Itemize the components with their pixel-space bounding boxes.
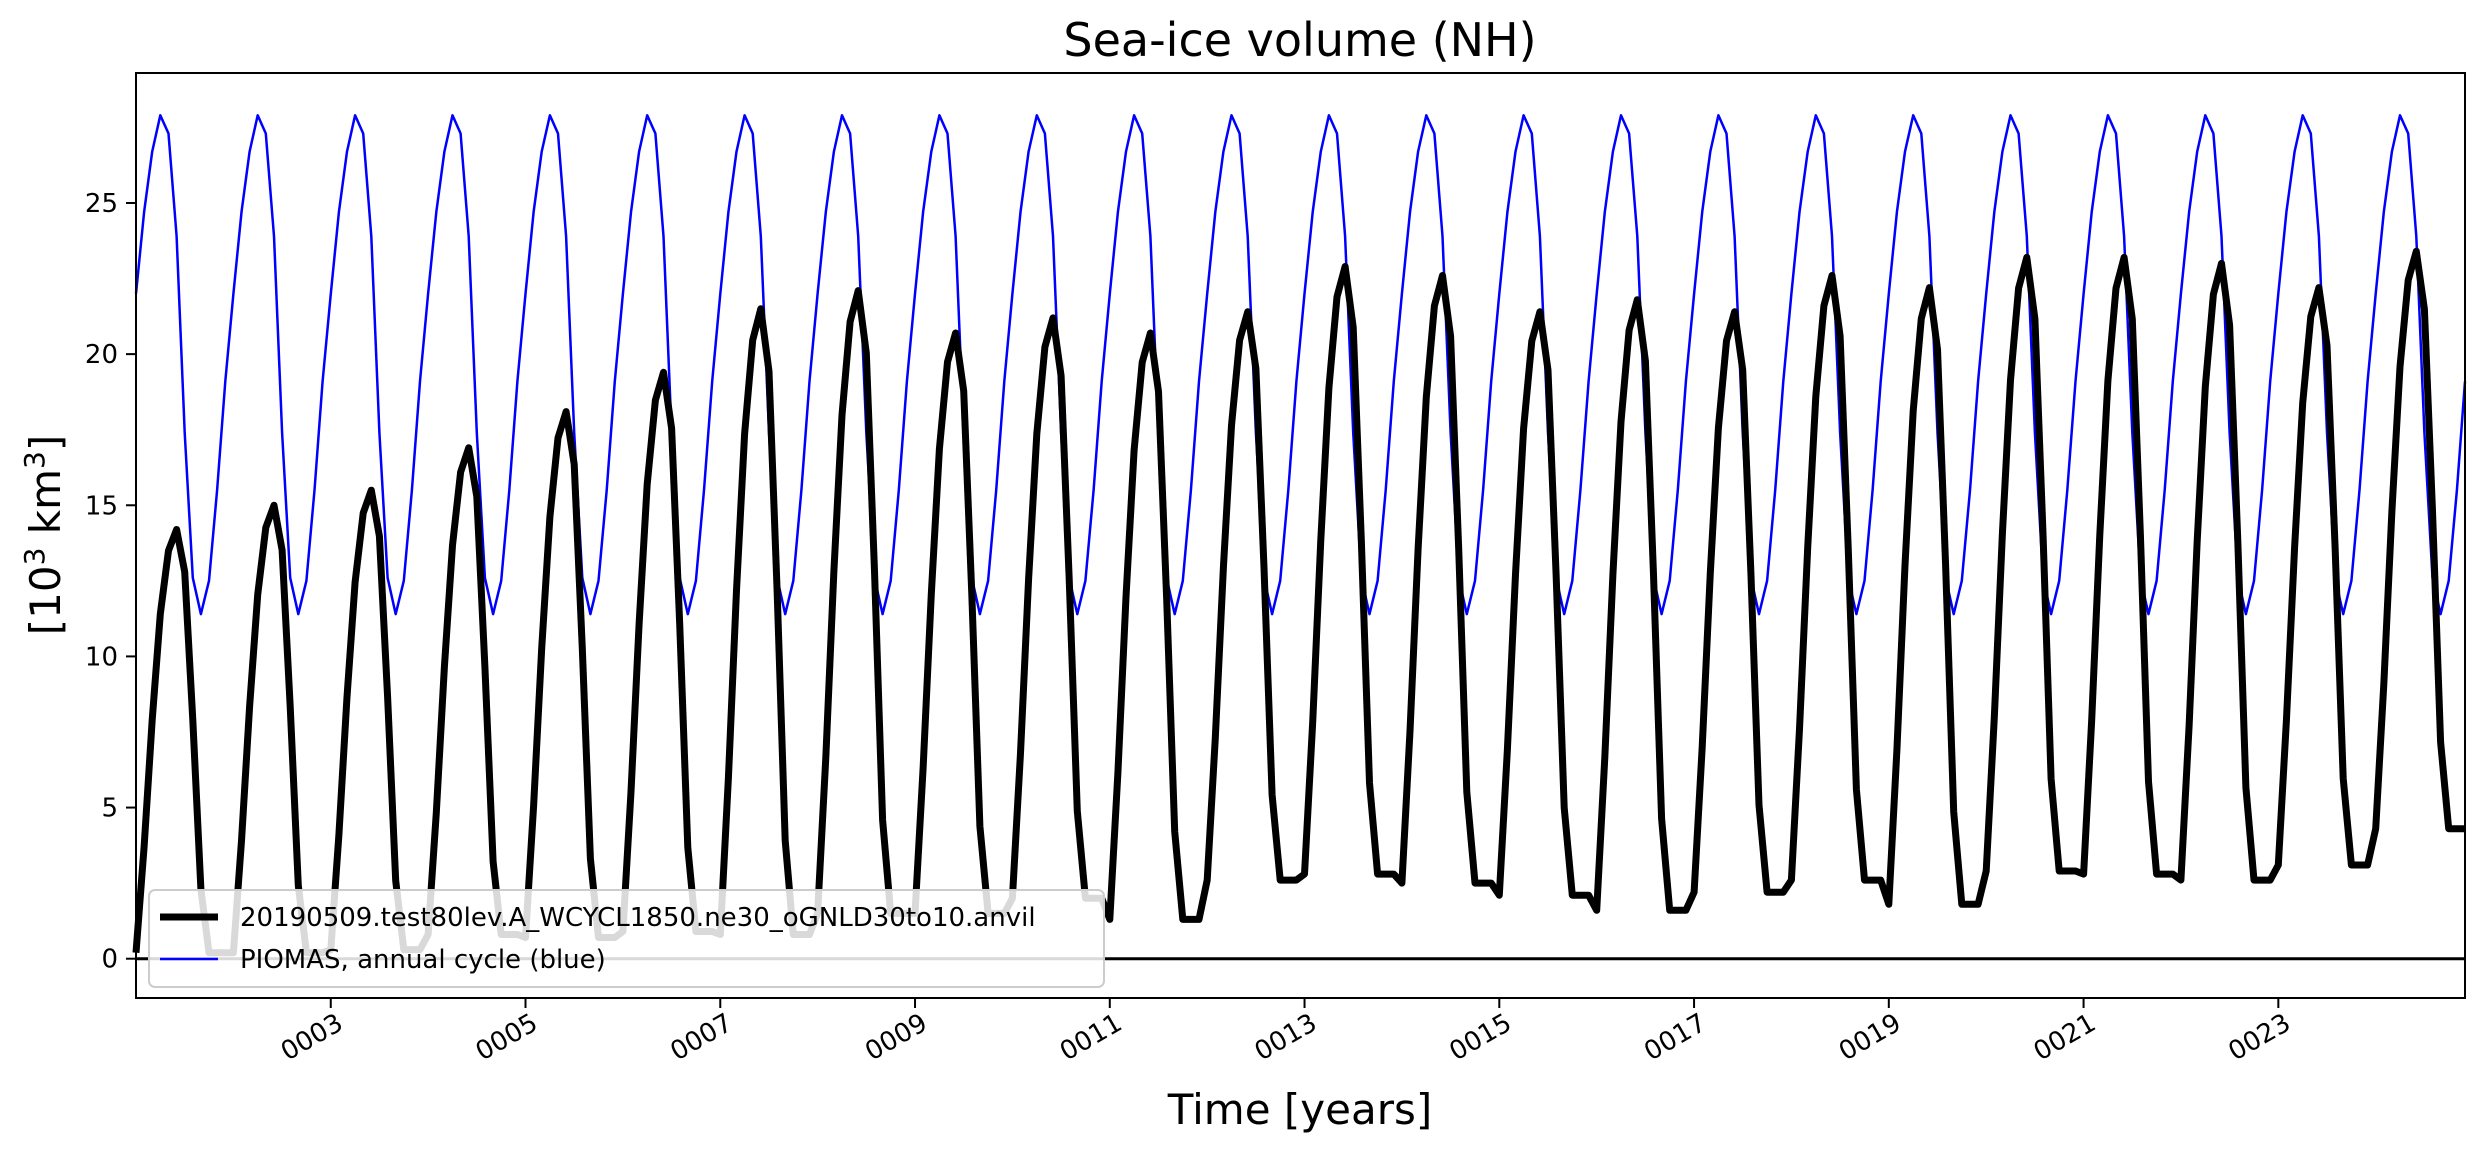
- x-tick-label: 0007: [665, 1008, 737, 1067]
- legend-label-model: 20190509.test80lev.A_WCYCL1850.ne30_oGNL…: [240, 903, 1036, 933]
- x-tick-label: 0019: [1834, 1008, 1906, 1067]
- y-axis-label-exponent: 3: [18, 548, 51, 566]
- x-tick-label: 0011: [1055, 1008, 1127, 1067]
- chart-title: Sea-ice volume (NH): [1063, 13, 1536, 67]
- y-tick-label: 15: [85, 491, 118, 521]
- y-axis-ticks: 0 5 10 15 20 25: [85, 189, 136, 975]
- series-line-model: [132, 247, 2465, 957]
- y-tick-label: 20: [85, 340, 118, 370]
- x-tick-label: 0021: [2029, 1008, 2101, 1067]
- series-line-piomas: [134, 114, 2467, 616]
- y-tick-label: 5: [101, 794, 118, 824]
- y-axis-label-unit-exponent: 3: [18, 451, 51, 469]
- x-tick-label: 0015: [1444, 1008, 1516, 1067]
- x-tick-label: 0017: [1639, 1008, 1711, 1067]
- x-tick-label: 0013: [1250, 1008, 1322, 1067]
- plot-area: [132, 72, 2467, 999]
- series-layer: [132, 114, 2467, 957]
- x-axis-label: Time [years]: [1167, 1085, 1433, 1134]
- x-tick-label: 0009: [860, 1008, 932, 1067]
- y-tick-label: 25: [85, 189, 118, 219]
- y-tick-label: 0: [101, 945, 118, 975]
- legend-label-piomas: PIOMAS, annual cycle (blue): [240, 945, 606, 975]
- y-axis-label-unit: km: [21, 469, 70, 548]
- x-axis-ticks: 0003 0005 0007 0009 0011 0013 0015 0017 0019 0021…: [276, 998, 2296, 1067]
- y-axis-label: [103 km3]: [18, 435, 70, 635]
- x-tick-label: 0005: [471, 1008, 543, 1067]
- x-tick-label: 0003: [276, 1008, 348, 1067]
- legend-box: [148, 889, 1105, 988]
- plot-frame: [135, 72, 2466, 999]
- y-tick-label: 10: [85, 642, 118, 672]
- y-axis-label-bracket: [10: [21, 565, 70, 635]
- legend: 20190509.test80lev.A_WCYCL1850.ne30_oGNL…: [148, 889, 1105, 988]
- y-axis-label-close: ]: [21, 435, 70, 451]
- x-tick-label: 0023: [2224, 1008, 2296, 1067]
